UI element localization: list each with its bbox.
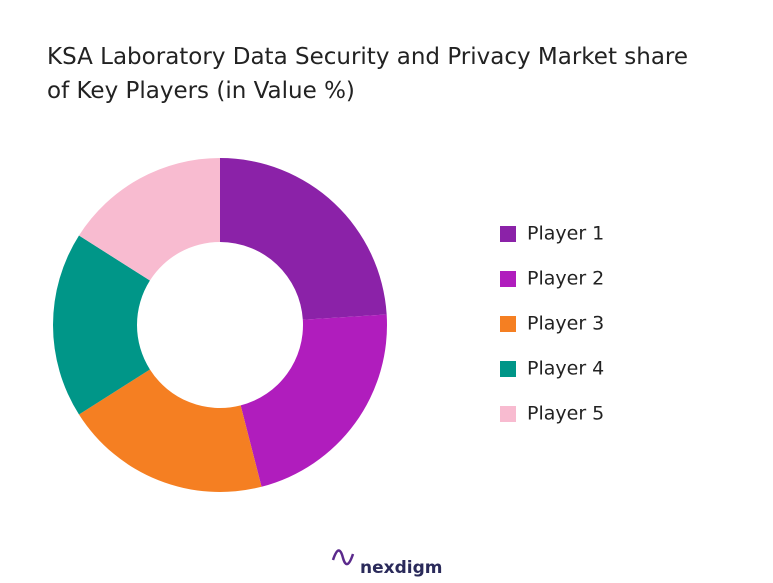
legend-swatch [500,316,516,332]
legend-label: Player 2 [527,268,604,290]
legend-swatch [500,361,516,377]
legend-label: Player 3 [527,313,604,335]
legend-label: Player 1 [527,223,604,245]
legend-swatch [500,226,516,242]
legend-label: Player 4 [527,358,604,380]
donut-slice [53,235,150,415]
donut-slice [240,314,387,487]
chart-title: KSA Laboratory Data Security and Privacy… [47,44,689,104]
legend-swatch [500,406,516,422]
footer-brand: nexdigm [360,558,442,578]
legend-label: Player 5 [527,403,604,425]
legend-swatch [500,271,516,287]
donut-slice [78,158,220,281]
donut-slice [220,158,387,320]
donut-slice [78,369,262,493]
logo-icon [331,549,355,566]
